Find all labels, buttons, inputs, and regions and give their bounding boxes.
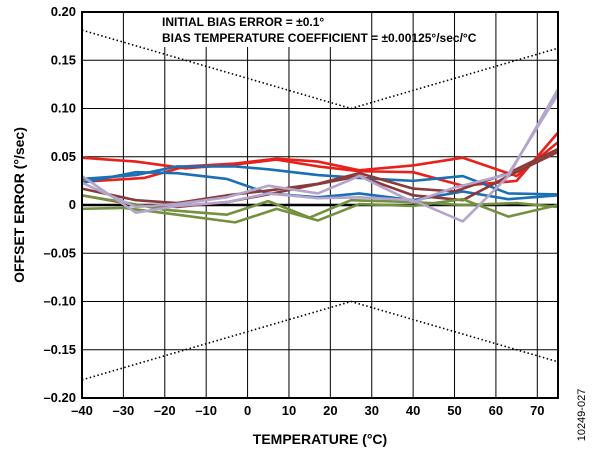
x-tick-label-4: 0 bbox=[244, 403, 251, 418]
limit-line-0 bbox=[81, 29, 559, 110]
x-axis-label: TEMPERATURE (°C) bbox=[253, 431, 387, 447]
annotation-initial-bias: INITIAL BIAS ERROR = ±0.1° bbox=[162, 15, 324, 29]
annotation-box bbox=[150, 13, 365, 47]
y-tick-label-7: –0.15 bbox=[43, 342, 76, 357]
x-tick-label-10: 60 bbox=[489, 403, 503, 418]
series-line-9 bbox=[81, 93, 560, 209]
y-tick-label-2: 0.10 bbox=[51, 101, 76, 116]
y-tick-label-6: –0.10 bbox=[43, 294, 76, 309]
limit-line-1 bbox=[81, 300, 559, 381]
x-tick-label-7: 30 bbox=[365, 403, 379, 418]
x-tick-label-3: –10 bbox=[195, 403, 217, 418]
y-tick-label-8: –0.20 bbox=[43, 390, 76, 405]
figure-id: 10249-027 bbox=[576, 389, 588, 442]
y-tick-label-5: –0.05 bbox=[43, 245, 76, 260]
plot-frame bbox=[81, 11, 559, 399]
series-line-1 bbox=[81, 141, 559, 184]
x-tick-label-1: –30 bbox=[113, 403, 135, 418]
y-axis-label: OFFSET ERROR (°/sec) bbox=[11, 127, 27, 283]
x-tick-label-8: 40 bbox=[406, 403, 420, 418]
y-tick-label-0: 0.20 bbox=[51, 4, 76, 19]
x-tick-label-9: 50 bbox=[447, 403, 461, 418]
x-tick-label-0: –40 bbox=[71, 403, 93, 418]
x-tick-labels: –40 –30 –20 –10 0 10 20 30 40 50 60 70 bbox=[71, 403, 544, 418]
y-tick-label-3: 0.05 bbox=[51, 149, 76, 164]
data-series bbox=[81, 88, 560, 224]
x-tick-label-11: 70 bbox=[530, 403, 544, 418]
x-tick-label-5: 10 bbox=[282, 403, 296, 418]
series-line-8 bbox=[81, 88, 560, 223]
y-tick-label-1: 0.15 bbox=[51, 52, 76, 67]
y-tick-labels: 0.20 0.15 0.10 0.05 0 –0.05 –0.10 –0.15 –0.20 bbox=[43, 4, 76, 405]
annotation-bias-tempco: BIAS TEMPERATURE COEFFICIENT = ±0.00125°… bbox=[162, 31, 477, 45]
x-tick-label-2: –20 bbox=[154, 403, 176, 418]
x-tick-label-6: 20 bbox=[323, 403, 337, 418]
limit-lines bbox=[81, 29, 559, 381]
y-tick-label-4: 0 bbox=[69, 197, 76, 212]
